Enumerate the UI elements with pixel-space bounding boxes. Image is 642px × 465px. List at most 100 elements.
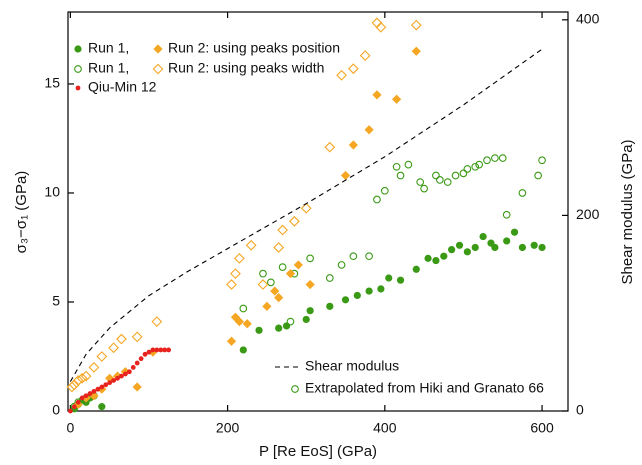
point — [365, 287, 373, 295]
point — [107, 380, 113, 386]
point — [277, 224, 289, 236]
point — [432, 256, 440, 265]
point — [349, 252, 358, 261]
point — [411, 46, 421, 56]
point — [266, 278, 275, 287]
point — [380, 186, 389, 195]
y-tick-label: 5 — [52, 293, 60, 309]
legend-swatch — [74, 65, 82, 73]
legend-label: Qiu-Min 12 — [88, 79, 157, 95]
point — [348, 140, 358, 150]
point — [115, 375, 120, 381]
y-tick-label: 10 — [44, 184, 60, 200]
point — [83, 393, 89, 399]
point — [68, 379, 80, 391]
point — [326, 302, 334, 310]
point — [353, 291, 361, 300]
point — [372, 90, 382, 100]
legend-label: Run 2: using peaks width — [168, 60, 324, 76]
point — [103, 382, 109, 388]
point — [491, 154, 499, 162]
point — [282, 322, 291, 330]
y2-tick-label: 0 — [576, 402, 584, 418]
point — [471, 162, 480, 171]
x-tick-label: 0 — [66, 420, 74, 436]
point — [306, 254, 314, 263]
point — [67, 408, 73, 414]
legend-swatch — [75, 85, 81, 91]
point — [451, 171, 460, 180]
point — [239, 346, 247, 354]
x-tick-label: 600 — [530, 420, 554, 436]
legend-label: Run 2: using peaks position — [168, 40, 340, 56]
point — [134, 360, 140, 366]
point — [491, 243, 499, 252]
point — [373, 195, 381, 204]
point — [132, 382, 142, 392]
point — [410, 19, 422, 31]
legend-swatch — [153, 44, 163, 54]
point — [463, 248, 471, 256]
legend-swatch — [291, 385, 299, 393]
point — [142, 351, 148, 357]
point — [166, 347, 172, 353]
point — [75, 399, 81, 405]
y-axis-label: σ₃−σ₁ (GPa) — [13, 171, 30, 254]
point — [105, 373, 115, 383]
point — [479, 232, 487, 241]
point — [502, 210, 511, 219]
point — [475, 160, 484, 169]
point — [293, 260, 303, 270]
x-tick-label: 200 — [216, 420, 240, 436]
y2-tick-label: 400 — [576, 11, 600, 27]
line-series — [69, 48, 543, 382]
point — [131, 331, 143, 343]
point — [95, 386, 101, 392]
point — [273, 242, 285, 253]
point — [150, 347, 156, 353]
x-tick-label: 400 — [373, 420, 397, 436]
point — [443, 178, 452, 186]
point — [91, 388, 97, 394]
point — [364, 125, 374, 135]
point — [255, 326, 263, 334]
point — [234, 317, 244, 327]
point — [448, 246, 456, 254]
point — [538, 156, 546, 165]
point — [302, 315, 310, 324]
point — [270, 286, 280, 296]
point — [385, 274, 393, 282]
point — [436, 176, 444, 184]
point — [440, 252, 448, 260]
point — [99, 384, 105, 390]
point — [286, 317, 295, 326]
point — [130, 364, 136, 370]
point — [459, 169, 468, 178]
point — [337, 261, 346, 269]
point — [262, 301, 272, 311]
point — [530, 241, 538, 249]
plot-frame — [67, 11, 569, 412]
point — [392, 94, 402, 104]
legend-label: Extrapolated from Hiki and Granato 66 — [305, 380, 544, 396]
point — [71, 404, 77, 410]
point — [420, 184, 428, 193]
y2-axis-label: Shear modulus (GPa) — [619, 139, 636, 284]
point — [119, 373, 124, 379]
point — [424, 254, 432, 262]
point — [518, 243, 527, 252]
point — [76, 372, 88, 384]
point — [300, 202, 312, 214]
point — [226, 279, 237, 290]
point — [138, 356, 144, 362]
point — [404, 160, 413, 169]
point — [98, 403, 106, 411]
point — [347, 63, 359, 75]
point — [392, 162, 401, 171]
point — [146, 349, 152, 355]
point — [538, 243, 546, 252]
point — [96, 351, 108, 362]
point — [242, 319, 252, 329]
point — [340, 170, 351, 181]
point — [285, 269, 296, 279]
